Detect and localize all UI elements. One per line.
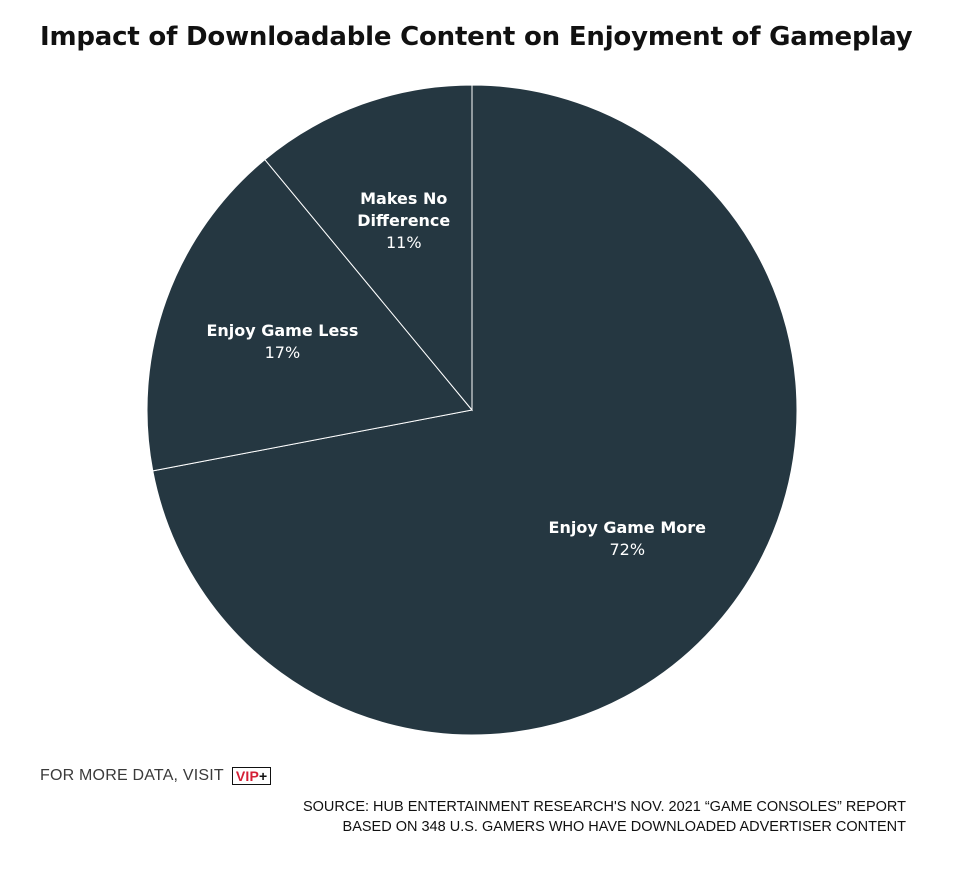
vip-badge-plus: + <box>259 768 268 784</box>
pie-chart: Enjoy Game More 72% Enjoy Game Less 17% Make… <box>146 84 798 736</box>
pie-label-name: Difference <box>357 211 450 230</box>
source-line-2: BASED ON 348 U.S. GAMERS WHO HAVE DOWNLO… <box>342 819 906 835</box>
source-note: SOURCE: HUB ENTERTAINMENT RESEARCH'S NOV… <box>303 797 906 837</box>
pie-label-value: 72% <box>609 540 645 559</box>
pie-slice-enjoy-game-less <box>146 158 473 472</box>
vip-badge-main: VIP <box>235 768 260 784</box>
cta-text: FOR MORE DATA, VISIT <box>40 767 224 784</box>
pie-slice-enjoy-game-more <box>152 84 798 736</box>
pie-label-makes-no-difference: Makes No Difference 11% <box>357 189 450 252</box>
pie-label-value: 11% <box>386 233 422 252</box>
source-line-1: SOURCE: HUB ENTERTAINMENT RESEARCH'S NOV… <box>302 799 906 815</box>
pie-label-enjoy-game-less: Enjoy Game Less 17% <box>206 321 358 362</box>
pie-label-name: Enjoy Game More <box>549 518 707 537</box>
chart-title: Impact of Downloadable Content on Enjoym… <box>40 22 913 52</box>
vip-plus-link[interactable]: VIP+ <box>231 767 272 785</box>
more-data-cta: FOR MORE DATA, VISIT VIP+ <box>40 767 272 785</box>
pie-label-enjoy-game-more: Enjoy Game More 72% <box>549 518 707 559</box>
pie-label-name: Makes No <box>360 189 447 208</box>
pie-labels: Enjoy Game More 72% Enjoy Game Less 17% Make… <box>206 189 706 559</box>
pie-label-value: 17% <box>265 343 301 362</box>
pie-label-name: Enjoy Game Less <box>206 321 358 340</box>
pie-slices <box>146 84 798 736</box>
pie-slice-makes-no-difference <box>264 84 473 412</box>
